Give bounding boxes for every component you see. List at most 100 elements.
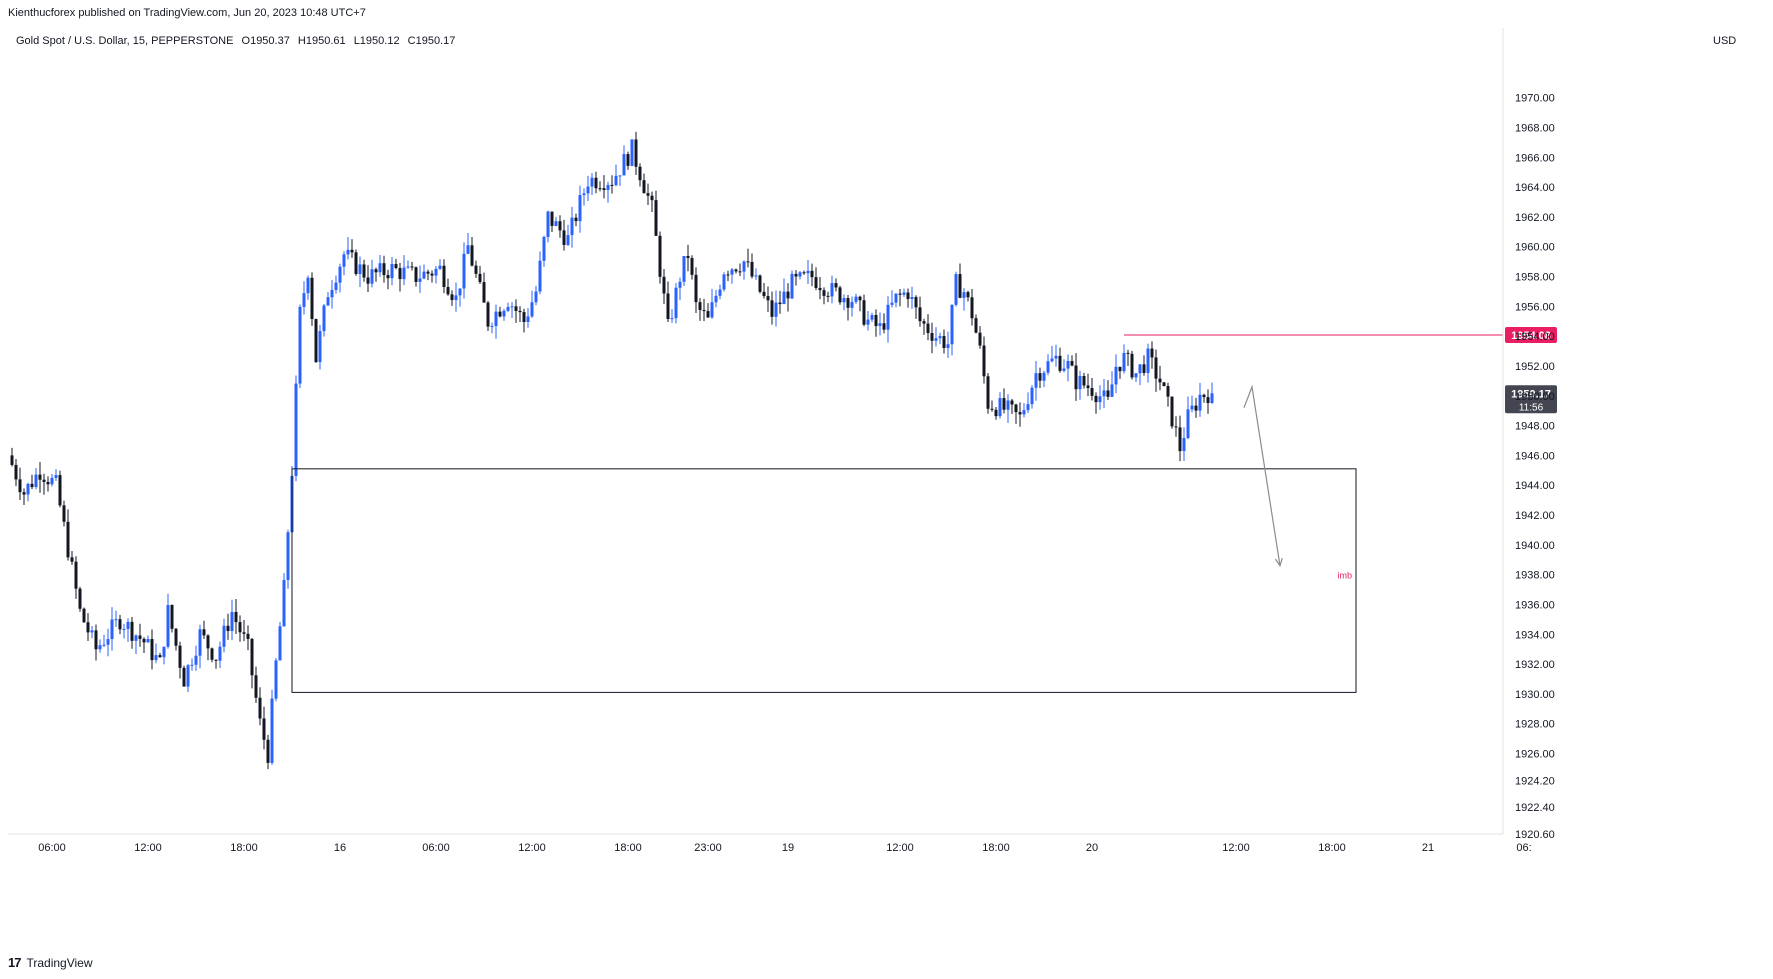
candle-body (482, 282, 486, 303)
candle-body (1102, 390, 1106, 397)
candle-body (770, 300, 774, 317)
candle-body (574, 217, 578, 222)
candle-body (1106, 390, 1110, 397)
candle-body (442, 265, 446, 287)
candle-body (758, 275, 762, 292)
candle-body (862, 300, 866, 325)
candle-body (938, 336, 942, 339)
candle-body (1194, 405, 1198, 411)
candle-body (598, 188, 602, 190)
candle-body (194, 655, 198, 665)
candle-body (146, 639, 150, 643)
y-tick-label: 1966.00 (1515, 152, 1555, 164)
candle-body (518, 310, 522, 313)
candle-body (766, 296, 770, 301)
candle-body (298, 306, 302, 384)
candles (10, 131, 1214, 770)
candle-body (158, 655, 162, 658)
publisher-caption: Kienthucforex published on TradingView.c… (8, 7, 366, 19)
candle-body (746, 261, 750, 263)
candle-body (714, 295, 718, 303)
axes: 1970.00 1968.00 1966.00 1964.00 1962.00 1960.… (8, 28, 1555, 854)
candle-body (154, 655, 158, 661)
candle-body (914, 297, 918, 308)
candle-body (1150, 348, 1154, 358)
candle-body (1206, 397, 1210, 404)
candle-body (178, 645, 182, 668)
candle-body (506, 306, 510, 311)
candle-body (562, 230, 566, 245)
x-tick-label: 16 (334, 842, 346, 854)
candle-body (466, 245, 470, 254)
x-tick-label: 18:00 (1318, 842, 1346, 854)
candle-body (990, 408, 994, 410)
candle-body (1142, 364, 1146, 373)
candle-body (1046, 361, 1050, 373)
candle-body (350, 249, 354, 253)
candle-body (266, 739, 270, 763)
candle-body (338, 266, 342, 283)
x-tick-label: 06:00 (422, 842, 450, 854)
y-tick-label: 1920.60 (1515, 829, 1555, 841)
candle-body (218, 646, 222, 661)
symbol-legend: Gold Spot / U.S. Dollar, 15, PEPPERSTONE… (16, 35, 460, 47)
candle-body (294, 383, 298, 476)
candle-body (902, 292, 906, 295)
candle-body (1202, 394, 1206, 398)
candle-body (138, 635, 142, 639)
candle-body (302, 293, 306, 307)
candle-body (874, 314, 878, 327)
candle-body (526, 316, 530, 323)
candle-body (1070, 361, 1074, 366)
candle-body (1162, 382, 1166, 387)
candle-body (538, 260, 542, 292)
candle-body (1114, 366, 1118, 385)
candle-body (1138, 364, 1142, 374)
candle-body (170, 605, 174, 629)
candle-body (1090, 388, 1094, 396)
candle-body (694, 274, 698, 303)
candle-body (342, 254, 346, 267)
candle-body (286, 532, 290, 580)
candle-body (1074, 365, 1078, 390)
candle-body (1118, 366, 1122, 372)
candle-body (470, 245, 474, 266)
candle-body (894, 293, 898, 303)
candle-body (226, 625, 230, 632)
candle-body (230, 611, 234, 632)
candle-body (510, 306, 514, 308)
candle-body (974, 318, 978, 333)
arrow-head-icon (1274, 557, 1283, 568)
candle-body (682, 255, 686, 282)
candle-body (50, 477, 54, 485)
low-value: L1950.12 (353, 35, 400, 47)
candle-body (978, 332, 982, 346)
candle-body (754, 275, 758, 277)
candle-body (662, 276, 666, 294)
candle-body (490, 326, 494, 328)
candle-body (762, 291, 766, 297)
candle-body (858, 296, 862, 301)
y-tick-label: 1940.00 (1515, 540, 1555, 552)
y-tick-label: 1926.00 (1515, 749, 1555, 761)
candle-body (1022, 410, 1026, 415)
candle-body (514, 306, 518, 311)
candle-body (150, 639, 154, 661)
candle-body (110, 619, 114, 640)
candle-body (846, 298, 850, 308)
x-tick-label: 21 (1422, 842, 1434, 854)
candle-body (434, 268, 438, 276)
candle-body (118, 619, 122, 630)
candle-body (738, 271, 742, 273)
tradingview-logo-icon: 17 (8, 955, 22, 970)
candle-body (850, 301, 854, 308)
candle-body (594, 177, 598, 189)
candle-body (74, 561, 78, 589)
candle-body (46, 481, 50, 485)
candle-body (1082, 376, 1086, 386)
candle-body (630, 139, 634, 166)
candle-body (1038, 373, 1042, 381)
y-tick-label: 1938.00 (1515, 570, 1555, 582)
